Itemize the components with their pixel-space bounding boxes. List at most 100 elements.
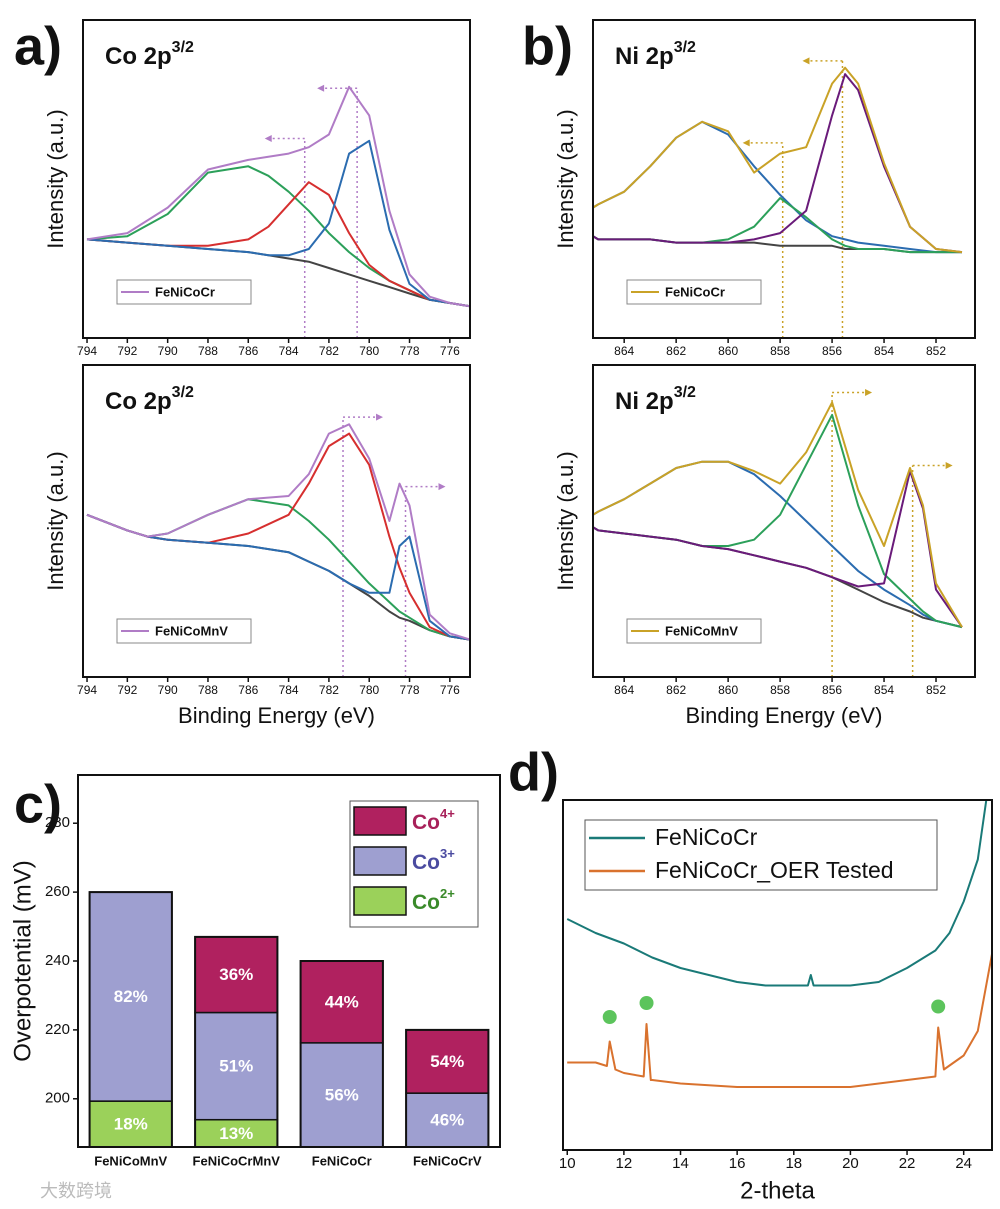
x-tick-label: 776 — [440, 344, 460, 358]
y-axis-label: Intensity (a.u.) — [43, 109, 68, 248]
legend-label: FeNiCoMnV — [665, 623, 738, 638]
peak-marker — [602, 1010, 617, 1024]
x-tick-label: 790 — [158, 683, 178, 697]
legend-box — [584, 819, 938, 891]
x-tick-label: 786 — [238, 683, 258, 697]
y-axis-label: Intensity (a.u.) — [553, 451, 578, 590]
x-tick-label: 18 — [785, 1155, 802, 1172]
y-tick-label: 280 — [45, 814, 70, 831]
legend-label: FeNiCoMnV — [155, 623, 228, 638]
arrow-head — [865, 388, 873, 396]
y-tick-label: 260 — [45, 883, 70, 900]
arrow-head — [438, 483, 446, 491]
x-tick-label: 778 — [400, 683, 420, 697]
x-tick-label: 864 — [614, 683, 634, 697]
legend-name: Co — [412, 811, 440, 834]
watermark: 大数跨境 — [40, 1181, 112, 1201]
x-axis-label: 2-theta — [740, 1177, 815, 1204]
plot-frame — [562, 799, 993, 1151]
x-tick-label: 860 — [718, 344, 738, 358]
title-superscript: 3/2 — [172, 39, 194, 56]
x-tick-label: 794 — [77, 344, 97, 358]
value-label: 13% — [219, 1124, 253, 1143]
panel-label: b) — [522, 16, 573, 76]
curve — [86, 423, 470, 641]
title-superscript: 3/2 — [172, 384, 194, 401]
y-tick-label: 200 — [45, 1090, 70, 1107]
title-superscript: 3/2 — [674, 384, 696, 401]
x-tick-label: FeNiCoCrMnV — [193, 1153, 281, 1168]
x-tick-label: 10 — [559, 1155, 576, 1172]
title-text: Co 2p — [105, 388, 172, 415]
value-label: 46% — [430, 1111, 464, 1130]
plot-frame — [77, 774, 501, 1148]
value-label: 36% — [219, 965, 253, 984]
title-text: Ni 2p — [615, 388, 674, 415]
title-text: Co 2p — [105, 43, 172, 70]
x-tick-label: 12 — [616, 1155, 633, 1172]
x-tick-label: 856 — [822, 683, 842, 697]
x-tick-label: 14 — [672, 1155, 689, 1172]
curve — [593, 470, 963, 628]
panel-title: Ni 2p3/2 — [615, 384, 696, 415]
x-tick-label: 860 — [718, 683, 738, 697]
x-tick-label: 856 — [822, 344, 842, 358]
curve — [86, 85, 470, 308]
x-tick-label: 782 — [319, 683, 339, 697]
legend-label: FeNiCoCr — [155, 284, 215, 299]
legend-label: FeNiCoCr_OER Tested — [655, 857, 894, 883]
bar-segment — [299, 1042, 384, 1148]
value-label: 54% — [430, 1052, 464, 1071]
plot-frame — [82, 364, 471, 678]
x-tick-label: 788 — [198, 683, 218, 697]
panel-label: a) — [14, 16, 62, 76]
plot-frame — [592, 364, 976, 678]
y-axis-label: Overpotential (mV) — [9, 860, 36, 1061]
legend-label: FeNiCoCr — [665, 284, 725, 299]
bar-segment — [405, 1029, 490, 1094]
x-tick-label: FeNiCoCrV — [413, 1153, 482, 1168]
x-tick-label: 22 — [899, 1155, 916, 1172]
value-label: 51% — [219, 1057, 253, 1076]
x-tick-label: 782 — [319, 344, 339, 358]
arrow-head — [742, 139, 750, 147]
curve — [593, 66, 963, 254]
legend-name: Co — [412, 851, 440, 874]
x-tick-label: 784 — [279, 683, 299, 697]
x-axis-label: Binding Energy (eV) — [686, 703, 883, 728]
value-label: 82% — [114, 987, 148, 1006]
x-tick-label: 852 — [926, 344, 946, 358]
x-tick-label: 784 — [279, 344, 299, 358]
panel-title: Co 2p3/2 — [105, 384, 194, 415]
panel-label: d) — [508, 742, 559, 802]
legend-label: Co3+ — [412, 846, 455, 873]
legend-superscript: 4+ — [440, 806, 455, 821]
panel-title: Ni 2p3/2 — [615, 39, 696, 70]
x-tick-label: 852 — [926, 683, 946, 697]
value-label: 56% — [325, 1085, 359, 1104]
x-tick-label: 792 — [117, 683, 137, 697]
x-tick-label: FeNiCoCr — [312, 1153, 372, 1168]
curve — [593, 401, 963, 628]
x-tick-label: 864 — [614, 344, 634, 358]
panel-title: Co 2p3/2 — [105, 39, 194, 70]
x-tick-label: 788 — [198, 344, 218, 358]
value-label: 18% — [114, 1115, 148, 1134]
x-tick-label: 854 — [874, 683, 894, 697]
x-tick-label: FeNiCoMnV — [94, 1153, 167, 1168]
legend-superscript: 3+ — [440, 846, 455, 861]
legend-swatch — [353, 886, 407, 916]
arrow-head — [264, 134, 272, 142]
x-tick-label: 780 — [359, 344, 379, 358]
x-tick-label: 862 — [666, 344, 686, 358]
legend-superscript: 2+ — [440, 886, 455, 901]
x-axis-label: Binding Energy (eV) — [178, 703, 375, 728]
title-text: Ni 2p — [615, 43, 674, 70]
arrow-head — [376, 413, 384, 421]
x-tick-label: 20 — [842, 1155, 859, 1172]
x-tick-label: 776 — [440, 683, 460, 697]
x-tick-label: 786 — [238, 344, 258, 358]
peak-marker — [931, 999, 946, 1014]
curve — [567, 953, 992, 1088]
